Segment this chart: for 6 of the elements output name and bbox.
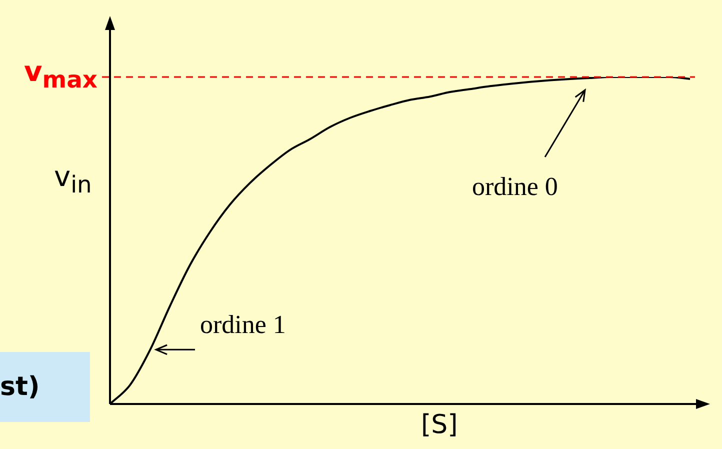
x-axis-title: [S] — [421, 410, 458, 440]
ref-line-label: v$_{max}$ — [24, 55, 98, 94]
annotation: ordine 1 — [200, 310, 286, 340]
y-axis-title: v$_{in}$ — [54, 160, 92, 199]
annotation: ordine 0 — [472, 172, 558, 202]
text: st) — [0, 372, 40, 402]
